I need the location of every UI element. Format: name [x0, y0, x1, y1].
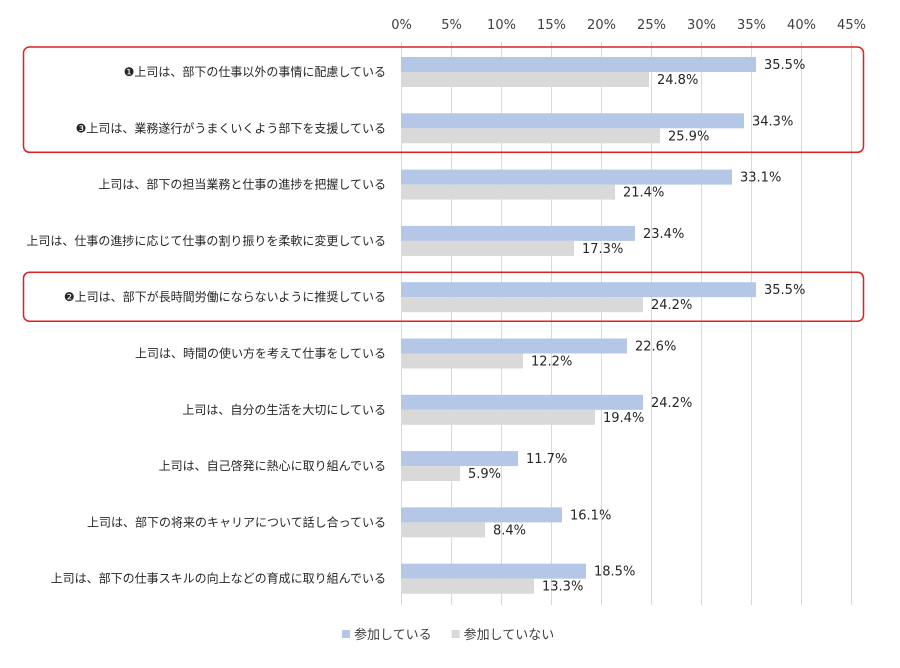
x-axis-ticks: 0% 5% 10% 15% 20% 25% 30% 35% 40% 45%	[391, 18, 866, 33]
category-label: ❶上司は、部下の仕事以外の事情に配慮している	[124, 64, 386, 79]
bar-participating	[401, 225, 635, 241]
bar-not-participating	[401, 184, 615, 200]
data-label: 11.7%	[526, 452, 567, 467]
highlight-box	[22, 271, 865, 322]
highlight-box	[22, 46, 865, 154]
category-label: 上司は、自己啓発に熱心に取り組んでいる	[159, 458, 386, 473]
category-label: 上司は、自分の生活を大切にしている	[182, 403, 386, 417]
bar-participating	[401, 282, 756, 298]
x-tick-label: 20%	[587, 18, 616, 33]
data-label: 18.5%	[594, 565, 635, 580]
x-tick-label: 35%	[737, 18, 766, 33]
category-label: 上司は、部下の担当業務と仕事の進捗を把握している	[98, 177, 386, 192]
category-labels: ❶上司は、部下の仕事以外の事情に配慮している ❸上司は、業務遂行がうまくいくよう部…	[26, 64, 386, 586]
legend: 参加している 参加していない	[342, 627, 554, 643]
bar-participating	[401, 169, 732, 185]
bar-participating	[401, 113, 744, 129]
data-label: 8.4%	[493, 523, 526, 538]
data-labels: 35.5% 24.8% 34.3% 25.9% 33.1% 21.4% 23.4% 17.3%…	[468, 58, 805, 595]
legend-label: 参加していない	[464, 627, 555, 643]
category-label: 上司は、仕事の進捗に応じて仕事の割り振りを柔軟に変更している	[26, 233, 386, 248]
data-label: 12.2%	[531, 355, 572, 370]
data-label: 22.6%	[635, 340, 676, 355]
bar-not-participating	[401, 522, 485, 538]
x-tick-label: 0%	[391, 18, 412, 33]
x-tick-label: 45%	[837, 18, 866, 33]
data-label: 5.9%	[468, 467, 501, 482]
bar-not-participating	[401, 353, 523, 369]
bar-not-participating	[401, 128, 660, 144]
data-label: 17.3%	[582, 242, 623, 257]
bar-participating	[401, 394, 643, 410]
bar-not-participating	[401, 409, 595, 425]
x-tick-label: 10%	[487, 18, 516, 33]
data-label: 24.8%	[657, 73, 698, 88]
bar-participating	[401, 563, 586, 579]
data-label: 25.9%	[668, 129, 709, 144]
data-label: 16.1%	[570, 508, 611, 523]
bar-not-participating	[401, 72, 649, 87]
legend-label: 参加している	[354, 627, 432, 643]
bar-not-participating	[401, 466, 460, 482]
category-label: 上司は、部下の将来のキャリアについて話し合っている	[87, 514, 386, 529]
bar-not-participating	[401, 297, 643, 313]
x-tick-label: 40%	[787, 18, 816, 33]
x-tick-label: 30%	[687, 18, 716, 33]
bar-not-participating	[401, 578, 534, 594]
highlight-boxes	[22, 46, 865, 322]
category-label: 上司は、部下の仕事スキルの向上などの育成に取り組んでいる	[51, 571, 386, 586]
data-label: 23.4%	[643, 227, 684, 242]
category-label: ❷上司は、部下が長時間労働にならないように推奨している	[64, 289, 386, 304]
x-tick-label: 15%	[537, 18, 566, 33]
bar-participating	[401, 338, 627, 354]
data-label: 13.3%	[542, 580, 583, 595]
data-label: 35.5%	[764, 283, 805, 298]
bars	[401, 57, 756, 594]
data-label: 35.5%	[764, 58, 805, 73]
legend-swatch	[451, 630, 460, 638]
bar-participating	[401, 57, 756, 72]
x-tick-label: 5%	[441, 18, 462, 33]
data-label: 21.4%	[623, 186, 664, 201]
data-label: 24.2%	[651, 396, 692, 411]
data-label: 19.4%	[603, 411, 644, 426]
data-label: 34.3%	[752, 114, 793, 129]
bar-participating	[401, 507, 562, 523]
bar-participating	[401, 451, 518, 467]
bar-not-participating	[401, 240, 574, 256]
data-label: 33.1%	[740, 171, 781, 186]
category-label: ❸上司は、業務遂行がうまくいくよう部下を支援している	[76, 120, 386, 135]
legend-swatch	[342, 630, 350, 638]
x-tick-label: 25%	[637, 18, 666, 33]
data-label: 24.2%	[651, 298, 692, 313]
category-label: 上司は、時間の使い方を考えて仕事をしている	[135, 346, 386, 361]
